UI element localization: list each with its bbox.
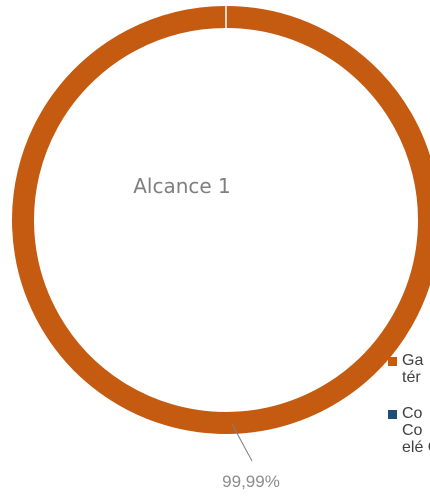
legend-swatch-combustibles <box>388 410 397 419</box>
data-label-leader-line <box>231 423 253 462</box>
legend-item-gas-natural: Ga tér <box>386 352 430 386</box>
data-label-gas-natural: 99,99% <box>222 472 280 491</box>
donut-slices <box>11 5 430 434</box>
legend-swatch-gas-natural <box>388 357 397 366</box>
donut-slice-gas-natural <box>11 6 430 434</box>
legend-label-combustibles: Co Co elé G <box>402 405 430 456</box>
legend-label-gas-natural: Ga tér <box>402 352 424 386</box>
legend: Ga tér Co Co elé G <box>386 352 430 475</box>
legend-item-combustibles: Co Co elé G <box>386 405 430 456</box>
chart-title: Alcance 1 <box>133 174 231 198</box>
